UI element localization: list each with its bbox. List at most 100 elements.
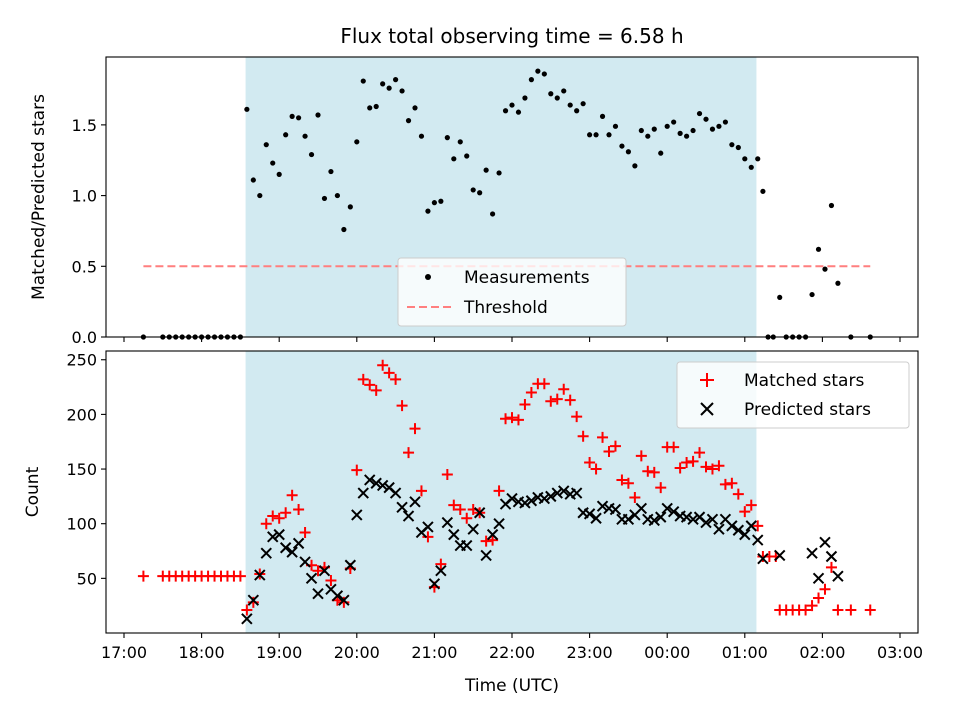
top-y-tick-label: 0.5 (72, 257, 97, 276)
measurement-point (431, 200, 437, 206)
measurement-point (328, 168, 334, 175)
matched-star-point (293, 503, 305, 515)
predicted-star-point (254, 569, 266, 581)
matched-star-point (590, 463, 602, 475)
measurement-point (599, 113, 606, 119)
matched-star-point (726, 477, 738, 489)
top-y-tick-label: 1.5 (72, 116, 97, 135)
measurement-point (250, 177, 256, 183)
predicted-star-point (351, 509, 363, 521)
bottom-y-tick-label: 200 (66, 405, 97, 424)
matched-star-point (564, 394, 576, 406)
measurement-point (425, 208, 431, 214)
measurement-point (651, 126, 657, 132)
predicted-star-point (706, 513, 719, 526)
predicted-star-point (545, 490, 557, 503)
measurement-point (619, 143, 625, 149)
matched-star-point (260, 518, 272, 530)
measurement-point (451, 156, 457, 162)
predicted-star-point (538, 492, 551, 505)
predicted-star-point (467, 523, 479, 535)
predicted-star-point (819, 536, 831, 548)
measurement-point (835, 280, 841, 286)
x-tick-label: 17:00 (101, 643, 147, 662)
measurement-point (347, 204, 353, 210)
panel-bottom: 50 100 150 200 250 17:00 18:00 19:00 20:00 21:00 2… (23, 350, 923, 696)
predicted-star-point (506, 492, 518, 505)
matched-star-point (325, 575, 337, 587)
top-axes-frame (105, 56, 919, 338)
matched-star-point (487, 534, 499, 546)
matched-star-point (234, 570, 246, 582)
matched-star-point (668, 441, 680, 453)
matched-star-point (286, 489, 298, 501)
predicted-star-point (732, 524, 745, 536)
matched-star-point (551, 393, 563, 405)
predicted-star-point (376, 479, 389, 492)
predicted-star-point (370, 477, 382, 489)
measurement-point (244, 106, 250, 112)
matched-star-point (396, 400, 408, 412)
measurement-point (612, 123, 619, 129)
matched-star-point (687, 455, 699, 467)
measurement-point (276, 171, 282, 177)
measurement-point (703, 116, 709, 122)
measurement-point (341, 226, 347, 233)
matched-star-point (655, 482, 667, 494)
measurement-point (574, 108, 580, 114)
measurement-point (270, 160, 276, 166)
measurement-point (535, 68, 541, 74)
measurement-point (444, 135, 450, 141)
measurement-point (684, 133, 690, 139)
predicted-star-point (745, 520, 757, 532)
measurement-point (302, 133, 308, 139)
predicted-star-point (609, 503, 622, 516)
measurement-point (696, 110, 703, 117)
matched-star-point (409, 423, 421, 435)
predicted-star-point (338, 594, 350, 606)
matched-star-point (415, 485, 427, 497)
measurement-point (502, 108, 509, 114)
matched-star-point (441, 469, 453, 481)
predicted-star-point (461, 539, 473, 552)
matched-star-point (597, 431, 609, 443)
matched-star-point (694, 447, 706, 459)
x-tick-label: 20:00 (334, 643, 380, 662)
measurement-point (528, 77, 535, 83)
predicted-star-point (774, 549, 786, 562)
matched-star-point (357, 373, 369, 385)
predicted-star-point (344, 559, 357, 571)
x-tick-label: 18:00 (179, 643, 225, 662)
matched-star-point (706, 463, 718, 475)
predicted-star-point (331, 590, 344, 602)
x-tick-label: 03:00 (877, 643, 923, 662)
bottom-legend-box (676, 361, 910, 429)
x-axis-label: Time (UTC) (464, 676, 559, 696)
matched-star-point (642, 465, 654, 477)
matched-star-point (819, 583, 831, 595)
predicted-star-point (806, 547, 818, 559)
matched-star-point (864, 604, 876, 616)
matched-star-point (435, 558, 447, 570)
predicted-star-point (448, 528, 460, 541)
top-y-tick-label: 0.0 (72, 328, 97, 347)
predicted-star-point (667, 505, 680, 518)
matched-star-point (700, 461, 712, 473)
matched-star-point (506, 412, 518, 424)
measurement-point (677, 130, 683, 136)
predicted-star-point (267, 531, 279, 543)
x-tick-label: 21:00 (411, 643, 457, 662)
measurement-point (464, 153, 470, 159)
measurement-point (509, 102, 515, 108)
legend-threshold-label: Threshold (463, 298, 548, 318)
matched-star-point (635, 450, 647, 462)
measurement-point (354, 139, 360, 145)
measurement-point (263, 142, 269, 148)
matched-star-point (241, 604, 253, 616)
matched-star-point (832, 604, 844, 616)
bottom-y-tick-label: 250 (66, 351, 97, 370)
predicted-star-point (525, 495, 538, 507)
predicted-star-point (570, 487, 583, 499)
measurement-point (399, 88, 405, 94)
